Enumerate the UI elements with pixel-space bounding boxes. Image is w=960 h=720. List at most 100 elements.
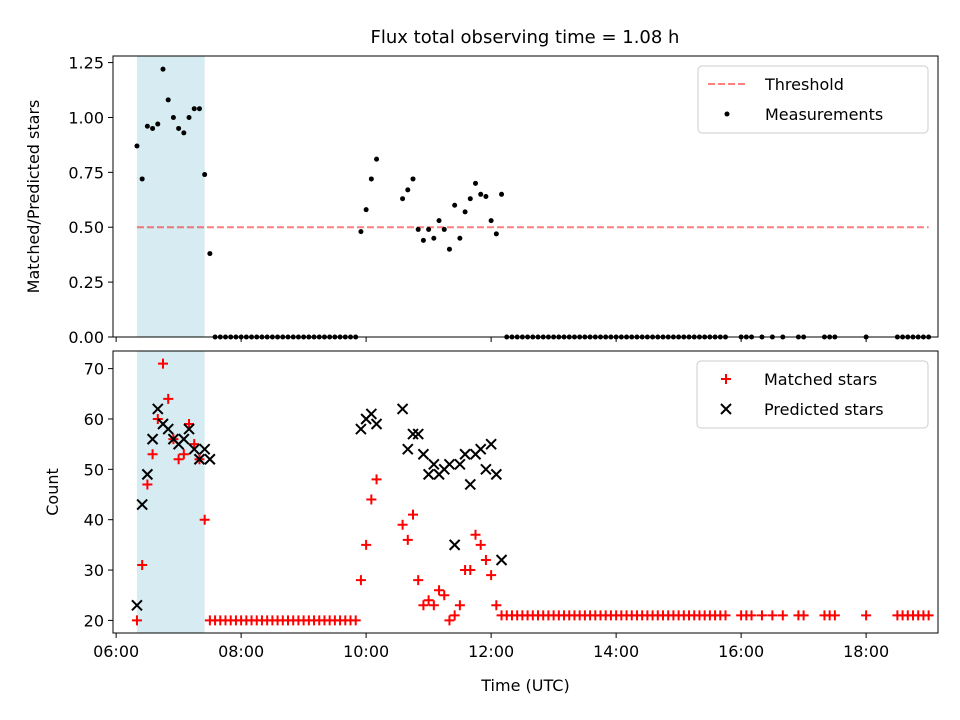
data-point <box>473 180 478 186</box>
data-point <box>371 474 382 485</box>
y-tick-label: 1.00 <box>68 108 104 127</box>
plot-frame <box>112 350 939 634</box>
y-tick-label: 50 <box>84 460 104 479</box>
data-point <box>410 176 416 182</box>
data-point <box>493 231 499 237</box>
data-point <box>189 439 200 450</box>
data-point <box>408 509 418 520</box>
data-point <box>422 468 435 481</box>
data-point <box>459 448 471 460</box>
data-point <box>490 468 503 481</box>
data-point <box>199 514 210 525</box>
upper-panel: 0.00 0.25 0.50 0.75 1.00 1.25 Matched/Predicte… <box>24 54 939 347</box>
y-tick-label: 0.00 <box>68 328 104 347</box>
data-point <box>350 615 361 626</box>
y-tick-label: 0.25 <box>68 273 104 292</box>
plot-frame <box>112 55 939 338</box>
data-point <box>158 358 168 369</box>
data-point <box>407 428 419 440</box>
data-point <box>136 498 148 511</box>
data-point <box>144 123 150 129</box>
x-tick-label: 16:00 <box>718 642 764 661</box>
data-point <box>207 251 213 257</box>
data-point <box>355 575 366 586</box>
data-point <box>470 529 481 540</box>
y-tick-label: 0.75 <box>68 163 104 182</box>
data-point <box>374 156 380 162</box>
data-point <box>368 176 374 182</box>
data-point <box>142 479 153 490</box>
data-point <box>141 468 154 481</box>
y-axis-label: Count <box>43 468 62 516</box>
data-point <box>152 413 163 424</box>
data-point <box>178 433 190 445</box>
data-point <box>829 610 840 621</box>
data-point <box>777 610 788 621</box>
x-tick-label: 14:00 <box>593 642 639 661</box>
data-point <box>457 235 463 241</box>
data-point <box>186 114 192 120</box>
data-point <box>400 196 406 202</box>
y-tick-label: 1.25 <box>68 54 104 73</box>
data-point <box>423 595 434 606</box>
data-point <box>196 106 202 112</box>
data-point <box>767 610 778 621</box>
data-point <box>434 585 445 596</box>
data-point <box>444 615 455 626</box>
data-point <box>449 610 460 621</box>
data-point <box>184 419 195 430</box>
data-point <box>443 458 456 471</box>
x-tick-label: 12:00 <box>468 642 514 661</box>
data-point <box>181 130 187 136</box>
data-point <box>370 418 383 430</box>
data-point <box>150 125 156 131</box>
data-point <box>396 403 409 415</box>
data-point <box>176 125 182 131</box>
y-tick-label: 40 <box>84 511 104 530</box>
data-point <box>131 615 142 626</box>
data-point <box>491 600 502 611</box>
x-tick-label: 08:00 <box>218 642 264 661</box>
data-point <box>756 610 767 621</box>
data-point <box>439 590 450 601</box>
data-point <box>173 454 184 465</box>
data-point <box>165 97 171 103</box>
legend: Threshold Measurements <box>697 65 929 134</box>
data-point <box>418 600 429 611</box>
data-point <box>198 443 211 455</box>
data-point <box>436 218 442 224</box>
data-point <box>499 191 505 197</box>
data-point <box>405 187 411 193</box>
data-point <box>478 191 484 197</box>
data-point <box>417 448 430 460</box>
data-point <box>363 207 369 213</box>
data-point <box>137 560 148 571</box>
data-point <box>480 463 492 476</box>
data-point <box>131 599 143 612</box>
data-point <box>420 237 426 243</box>
y-tick-label: 30 <box>84 561 104 580</box>
data-point <box>191 106 197 112</box>
legend-label: Measurements <box>765 105 883 124</box>
data-point <box>183 423 195 435</box>
data-point <box>139 176 145 182</box>
data-point <box>162 423 174 435</box>
data-point <box>431 235 437 241</box>
data-point <box>462 209 468 215</box>
data-point <box>428 600 439 611</box>
data-point <box>746 610 757 621</box>
data-point <box>365 408 378 420</box>
x-axis-label: Time (UTC) <box>480 676 569 695</box>
data-point <box>204 453 216 465</box>
y-tick-label: 60 <box>84 410 104 429</box>
data-point <box>452 202 458 208</box>
data-point <box>720 610 731 621</box>
legend-box <box>697 65 929 134</box>
data-point <box>170 114 176 120</box>
data-point <box>441 226 447 232</box>
data-point <box>147 449 158 460</box>
data-point <box>483 194 489 199</box>
data-point <box>426 226 432 232</box>
data-point <box>366 494 377 505</box>
